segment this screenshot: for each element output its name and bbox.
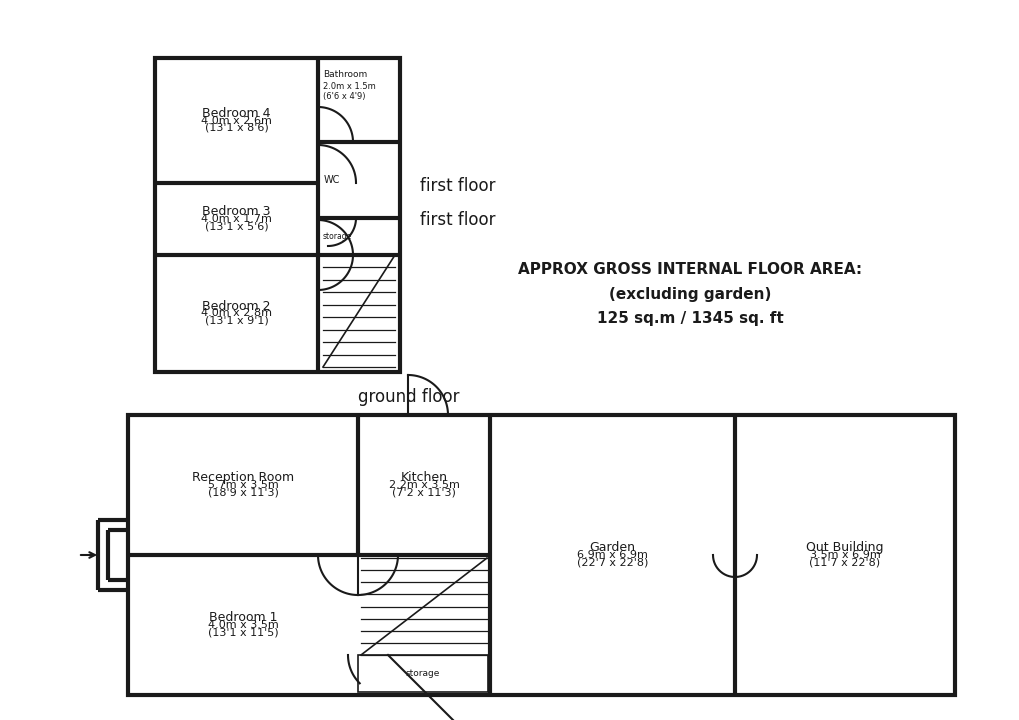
Text: (13'1 x 5'6): (13'1 x 5'6) [205,221,268,231]
Text: Out Building: Out Building [805,541,882,554]
Text: (6'6 x 4'9): (6'6 x 4'9) [323,92,365,101]
Text: 5.7m x 3.5m: 5.7m x 3.5m [208,480,278,490]
Text: APPROX GROSS INTERNAL FLOOR AREA:: APPROX GROSS INTERNAL FLOOR AREA: [518,263,861,277]
Text: Bedroom 3: Bedroom 3 [202,205,270,218]
Text: first floor: first floor [420,211,495,229]
Text: storage: storage [323,232,352,241]
Text: (excluding garden): (excluding garden) [608,287,770,302]
Text: (11'7 x 22'8): (11'7 x 22'8) [809,557,879,567]
Text: 4.0m x 2.8m: 4.0m x 2.8m [201,308,272,318]
Text: Bedroom 4: Bedroom 4 [202,107,270,120]
Text: first floor: first floor [420,177,495,195]
Text: 2.2m x 3.5m: 2.2m x 3.5m [388,480,459,490]
Text: WC: WC [324,175,340,185]
Text: ground floor: ground floor [358,388,460,406]
Text: Bedroom 1: Bedroom 1 [209,611,277,624]
Text: 4.0m x 1.7m: 4.0m x 1.7m [201,214,272,224]
Text: (13'1 x 9'1): (13'1 x 9'1) [205,315,268,325]
Bar [155,58,399,372]
Bar [358,655,487,692]
Text: (22'7 x 22'8): (22'7 x 22'8) [577,557,647,567]
Text: 6.9m x 6.9m: 6.9m x 6.9m [577,550,647,560]
Text: (13'1 x 8'6): (13'1 x 8'6) [205,122,268,132]
Text: Bedroom 2: Bedroom 2 [202,300,270,312]
Text: Reception Room: Reception Room [192,472,293,485]
Text: 4.0m x 3.5m: 4.0m x 3.5m [208,620,278,630]
Text: (18'9 x 11'3): (18'9 x 11'3) [207,487,278,498]
Text: Garden: Garden [589,541,635,554]
Text: Bathroom: Bathroom [323,70,367,79]
Text: (13'1 x 11'5): (13'1 x 11'5) [208,627,278,637]
Text: 4.0m x 2.6m: 4.0m x 2.6m [201,115,272,125]
Bar [127,415,954,695]
Text: 3.5m x 6.9m: 3.5m x 6.9m [809,550,879,560]
Text: 125 sq.m / 1345 sq. ft: 125 sq.m / 1345 sq. ft [596,310,783,325]
Text: storage: storage [406,669,440,678]
Text: (7'2 x 11'3): (7'2 x 11'3) [391,487,455,498]
Text: Kitchen: Kitchen [400,472,447,485]
Text: 2.0m x 1.5m: 2.0m x 1.5m [323,82,375,91]
